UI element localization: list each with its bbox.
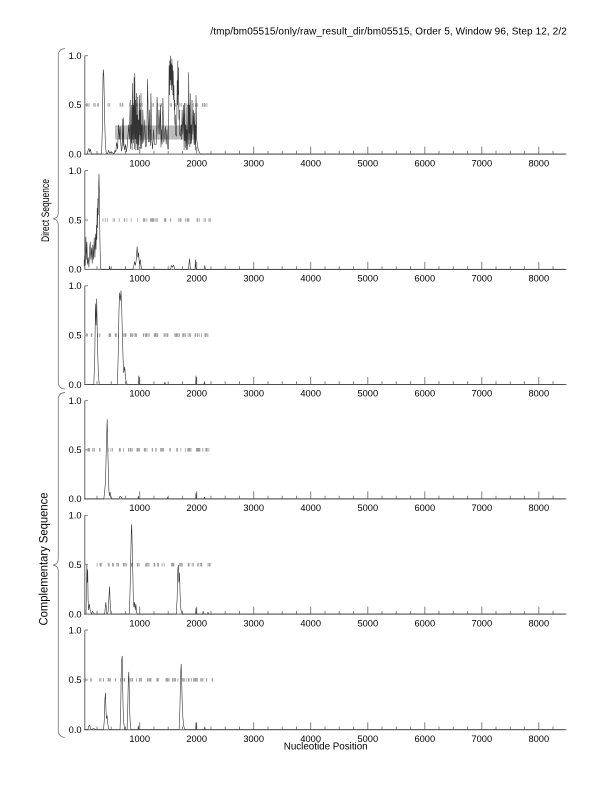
svg-text:8000: 8000 [528, 274, 549, 284]
svg-text:8000: 8000 [528, 503, 549, 513]
svg-text:0.5: 0.5 [69, 330, 82, 340]
svg-text:1000: 1000 [129, 618, 150, 628]
svg-text:3000: 3000 [243, 618, 264, 628]
svg-text:6000: 6000 [414, 274, 435, 284]
svg-text:7000: 7000 [471, 158, 492, 168]
svg-text:2000: 2000 [186, 274, 207, 284]
svg-text:0.5: 0.5 [69, 675, 82, 685]
svg-text:4000: 4000 [300, 158, 321, 168]
svg-text:1000: 1000 [129, 389, 150, 399]
svg-text:2000: 2000 [186, 503, 207, 513]
svg-text:6000: 6000 [414, 158, 435, 168]
svg-text:4000: 4000 [300, 274, 321, 284]
svg-text:6000: 6000 [414, 389, 435, 399]
svg-text:1000: 1000 [129, 503, 150, 513]
svg-text:1.0: 1.0 [69, 51, 82, 61]
svg-text:0.5: 0.5 [69, 445, 82, 455]
svg-text:7000: 7000 [471, 389, 492, 399]
svg-text:0.0: 0.0 [69, 149, 82, 159]
svg-text:6000: 6000 [414, 734, 435, 744]
svg-text:3000: 3000 [243, 389, 264, 399]
svg-text:5000: 5000 [357, 389, 378, 399]
svg-text:3000: 3000 [243, 158, 264, 168]
svg-text:0.0: 0.0 [69, 265, 82, 275]
svg-text:0.5: 0.5 [69, 560, 82, 570]
svg-text:2000: 2000 [186, 618, 207, 628]
svg-text:4000: 4000 [300, 389, 321, 399]
svg-text:0.5: 0.5 [69, 215, 82, 225]
svg-text:5000: 5000 [357, 618, 378, 628]
svg-text:7000: 7000 [471, 274, 492, 284]
svg-text:0.0: 0.0 [69, 725, 82, 735]
svg-text:8000: 8000 [528, 618, 549, 628]
svg-text:1.0: 1.0 [69, 625, 82, 635]
svg-text:1.0: 1.0 [69, 281, 82, 291]
svg-text:6000: 6000 [414, 618, 435, 628]
svg-text:1000: 1000 [129, 734, 150, 744]
svg-text:2000: 2000 [186, 158, 207, 168]
svg-text:1.0: 1.0 [69, 511, 82, 521]
svg-text:0.5: 0.5 [69, 100, 82, 110]
svg-text:5000: 5000 [357, 503, 378, 513]
svg-text:5000: 5000 [357, 274, 378, 284]
svg-text:0.0: 0.0 [69, 494, 82, 504]
svg-text:7000: 7000 [471, 734, 492, 744]
svg-text:/tmp/bm05515/only/raw_result_d: /tmp/bm05515/only/raw_result_dir/bm05515… [210, 27, 567, 38]
svg-text:Nucleotide Position: Nucleotide Position [284, 742, 368, 753]
svg-text:5000: 5000 [357, 158, 378, 168]
svg-text:2000: 2000 [186, 734, 207, 744]
svg-text:8000: 8000 [528, 389, 549, 399]
svg-text:6000: 6000 [414, 503, 435, 513]
svg-text:7000: 7000 [471, 618, 492, 628]
svg-text:7000: 7000 [471, 503, 492, 513]
svg-text:2000: 2000 [186, 389, 207, 399]
svg-text:4000: 4000 [300, 734, 321, 744]
svg-text:5000: 5000 [357, 734, 378, 744]
svg-text:Direct Sequence: Direct Sequence [40, 179, 52, 242]
svg-text:8000: 8000 [528, 158, 549, 168]
svg-text:Complementary Sequence: Complementary Sequence [37, 492, 51, 625]
svg-text:3000: 3000 [243, 274, 264, 284]
svg-text:3000: 3000 [243, 734, 264, 744]
svg-text:3000: 3000 [243, 503, 264, 513]
svg-text:0.0: 0.0 [69, 380, 82, 390]
svg-text:0.0: 0.0 [69, 609, 82, 619]
svg-text:8000: 8000 [528, 734, 549, 744]
svg-text:4000: 4000 [300, 503, 321, 513]
svg-text:4000: 4000 [300, 618, 321, 628]
svg-text:1.0: 1.0 [69, 166, 82, 176]
svg-text:1000: 1000 [129, 274, 150, 284]
svg-text:1000: 1000 [129, 158, 150, 168]
svg-text:1.0: 1.0 [69, 396, 82, 406]
